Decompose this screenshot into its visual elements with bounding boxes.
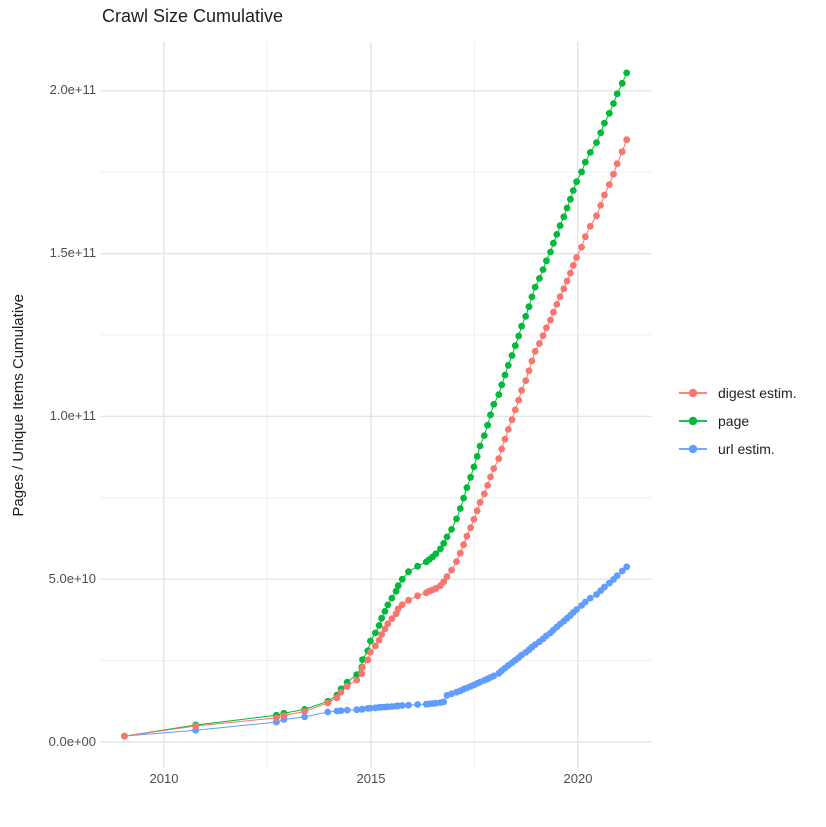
series-digest-estim: [121, 136, 631, 740]
legend-marker: [679, 444, 707, 454]
gridlines-major: [100, 42, 652, 768]
legend-label: url estim.: [718, 441, 775, 457]
legend-label: digest estim.: [718, 385, 797, 401]
legend-item: page: [678, 407, 797, 435]
y-tick-label: 0.0e+00: [48, 734, 96, 749]
legend-item: digest estim.: [678, 379, 797, 407]
series-url-estim: [121, 563, 631, 740]
x-tick-label: 2020: [563, 771, 593, 786]
legend-marker: [679, 416, 707, 426]
y-tick-label: 1.5e+11: [49, 245, 96, 260]
y-axis-title-text: Pages / Unique Items Cumulative: [9, 293, 27, 517]
x-tick-label: 2015: [356, 771, 386, 786]
x-tick-label: 2010: [149, 771, 179, 786]
legend-marker: [679, 388, 707, 398]
chart-title: Crawl Size Cumulative: [102, 6, 284, 26]
legend-label: page: [718, 413, 750, 429]
legend-item: url estim.: [678, 435, 797, 463]
y-tick-label: 2.0e+11: [49, 82, 96, 97]
legend: digest estim. page url estim.: [678, 379, 797, 463]
y-tick-label: 1.0e+11: [49, 408, 96, 423]
gridlines-minor: [100, 42, 652, 768]
y-tick-label: 5.0e+10: [48, 571, 96, 586]
series-page: [121, 69, 631, 740]
y-axis-title: Pages / Unique Items Cumulative: [6, 42, 30, 768]
